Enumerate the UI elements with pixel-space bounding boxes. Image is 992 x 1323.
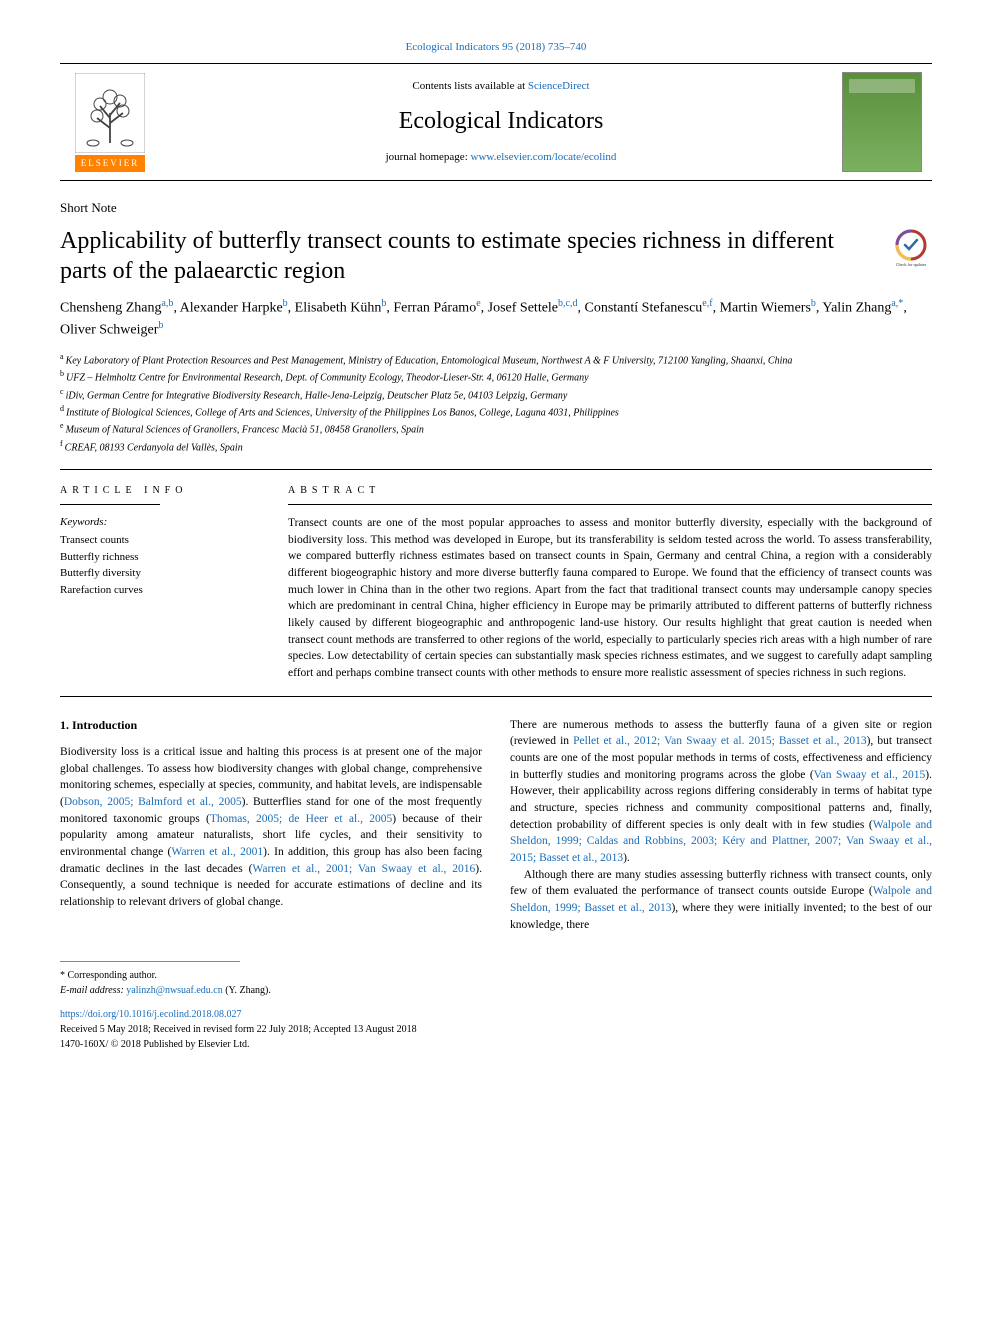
citation-header: Ecological Indicators 95 (2018) 735–740	[60, 40, 932, 55]
affiliation-text: CREAF, 08193 Cerdanyola del Vallès, Spai…	[65, 442, 243, 453]
email-label: E-mail address:	[60, 985, 126, 996]
author-name: , Josef Settele	[481, 300, 558, 315]
journal-homepage-line: journal homepage: www.elsevier.com/locat…	[160, 150, 842, 165]
corresponding-author-footnote: * Corresponding author. E-mail address: …	[60, 968, 932, 998]
reference-citation[interactable]: Walpole and Sheldon, 1999; Caldas and Ro…	[510, 819, 932, 864]
keyword-item: Butterfly diversity	[60, 565, 260, 582]
reference-citation[interactable]: Van Swaay et al., 2015	[814, 769, 926, 781]
affiliation-text: UFZ – Helmholtz Centre for Environmental…	[66, 373, 589, 384]
reference-citation[interactable]: Warren et al., 2001	[171, 846, 263, 858]
section-1-heading: 1. Introduction	[60, 717, 482, 734]
rule-above-abstract	[60, 469, 932, 470]
keyword-item: Butterfly richness	[60, 549, 260, 566]
check-updates-icon[interactable]: Check for updates	[890, 226, 932, 268]
author-name: , Ferran Páramo	[386, 300, 476, 315]
received-accepted-line: Received 5 May 2018; Received in revised…	[60, 1022, 932, 1037]
reference-citation[interactable]: Pellet et al., 2012; Van Swaay et al. 20…	[573, 735, 866, 747]
check-updates-text: Check for updates	[896, 262, 927, 267]
issn-copyright-line: 1470-160X/ © 2018 Published by Elsevier …	[60, 1037, 932, 1052]
contents-prefix: Contents lists available at	[412, 80, 527, 92]
keyword-item: Rarefaction curves	[60, 582, 260, 599]
publisher-logo-block: ELSEVIER	[60, 73, 160, 172]
intro-paragraph-1: Biodiversity loss is a critical issue an…	[60, 744, 482, 911]
journal-masthead: ELSEVIER Contents lists available at Sci…	[60, 63, 932, 181]
authors-line: Chensheng Zhanga,b, Alexander Harpke b , E…	[60, 296, 932, 341]
abstract-label: ABSTRACT	[288, 484, 932, 498]
reference-citation[interactable]: Thomas, 2005; de Heer et al., 2005	[210, 813, 392, 825]
reference-citation[interactable]: Walpole and Sheldon, 1999; Basset et al.…	[510, 885, 932, 914]
intro-paragraph-3: Although there are many studies assessin…	[510, 867, 932, 934]
keywords-heading: Keywords:	[60, 515, 260, 530]
info-abstract-row: ARTICLE INFO Keywords: Transect countsBu…	[60, 484, 932, 682]
rule-below-abstract	[60, 696, 932, 697]
intro-paragraph-2: There are numerous methods to assess the…	[510, 717, 932, 867]
journal-name: Ecological Indicators	[160, 105, 842, 139]
author-affil-sup: a,b	[161, 298, 173, 309]
affiliation-line: c iDiv, German Centre for Integrative Bi…	[60, 386, 932, 403]
author-name: , Yalin Zhang	[816, 300, 891, 315]
affiliation-line: e Museum of Natural Sciences of Granolle…	[60, 420, 932, 437]
affiliation-line: b UFZ – Helmholtz Centre for Environment…	[60, 368, 932, 385]
elsevier-wordmark: ELSEVIER	[75, 155, 145, 172]
journal-cover-thumbnail	[842, 72, 922, 172]
cover-thumbnail-wrap	[842, 72, 932, 172]
abstract-column: ABSTRACT Transect counts are one of the …	[288, 484, 932, 682]
affiliations-block: a Key Laboratory of Plant Protection Res…	[60, 351, 932, 455]
doi-link[interactable]: https://doi.org/10.1016/j.ecolind.2018.0…	[60, 1008, 932, 1022]
corr-email-name: (Y. Zhang).	[223, 985, 271, 996]
corr-marker: *	[60, 970, 65, 981]
author-name: Chensheng Zhang	[60, 300, 161, 315]
contents-lists-line: Contents lists available at ScienceDirec…	[160, 79, 842, 94]
reference-citation[interactable]: Dobson, 2005; Balmford et al., 2005	[64, 796, 242, 808]
article-info-column: ARTICLE INFO Keywords: Transect countsBu…	[60, 484, 260, 682]
reference-citation[interactable]: Warren et al., 2001; Van Swaay et al., 2…	[252, 863, 475, 875]
author-name: , Constantí Stefanescu	[577, 300, 702, 315]
corr-email-link[interactable]: yalinzh@nwsuaf.edu.cn	[126, 985, 222, 996]
abstract-text: Transect counts are one of the most popu…	[288, 515, 932, 682]
corr-label: Corresponding author.	[68, 970, 157, 981]
author-affil-sup: e,f	[702, 298, 712, 309]
body-column-right: There are numerous methods to assess the…	[510, 717, 932, 934]
title-row: Applicability of butterfly transect coun…	[60, 226, 932, 286]
homepage-prefix: journal homepage:	[386, 151, 471, 163]
author-affil-sup: b,c,d	[558, 298, 577, 309]
affiliation-line: d Institute of Biological Sciences, Coll…	[60, 403, 932, 420]
citation-header-link[interactable]: Ecological Indicators 95 (2018) 735–740	[406, 41, 587, 53]
affiliation-line: a Key Laboratory of Plant Protection Res…	[60, 351, 932, 368]
affiliation-text: iDiv, German Centre for Integrative Biod…	[66, 390, 568, 401]
article-type-label: Short Note	[60, 199, 932, 217]
author-name: , Elisabeth Kühn	[288, 300, 382, 315]
article-info-label: ARTICLE INFO	[60, 484, 260, 498]
body-columns: 1. Introduction Biodiversity loss is a c…	[60, 717, 932, 934]
body-column-left: 1. Introduction Biodiversity loss is a c…	[60, 717, 482, 934]
affiliation-text: Key Laboratory of Plant Protection Resou…	[66, 355, 793, 366]
affiliation-line: f CREAF, 08193 Cerdanyola del Vallès, Sp…	[60, 438, 932, 455]
author-affil-sup: a,*	[891, 298, 903, 309]
article-title: Applicability of butterfly transect coun…	[60, 226, 878, 286]
sciencedirect-link[interactable]: ScienceDirect	[528, 80, 590, 92]
author-name: , Alexander Harpke	[173, 300, 282, 315]
affiliation-text: Institute of Biological Sciences, Colleg…	[66, 407, 619, 418]
elsevier-tree-icon	[75, 73, 145, 153]
affiliation-text: Museum of Natural Sciences of Granollers…	[66, 425, 424, 436]
abstract-rule	[288, 504, 932, 505]
author-name: , Martin Wiemers	[713, 300, 811, 315]
footnote-rule	[60, 961, 240, 962]
author-affil-sup: b	[158, 320, 163, 331]
keywords-list: Transect countsButterfly richnessButterf…	[60, 532, 260, 598]
keyword-item: Transect counts	[60, 532, 260, 549]
masthead-center: Contents lists available at ScienceDirec…	[160, 79, 842, 165]
journal-homepage-link[interactable]: www.elsevier.com/locate/ecolind	[471, 151, 617, 163]
article-info-rule	[60, 504, 160, 505]
